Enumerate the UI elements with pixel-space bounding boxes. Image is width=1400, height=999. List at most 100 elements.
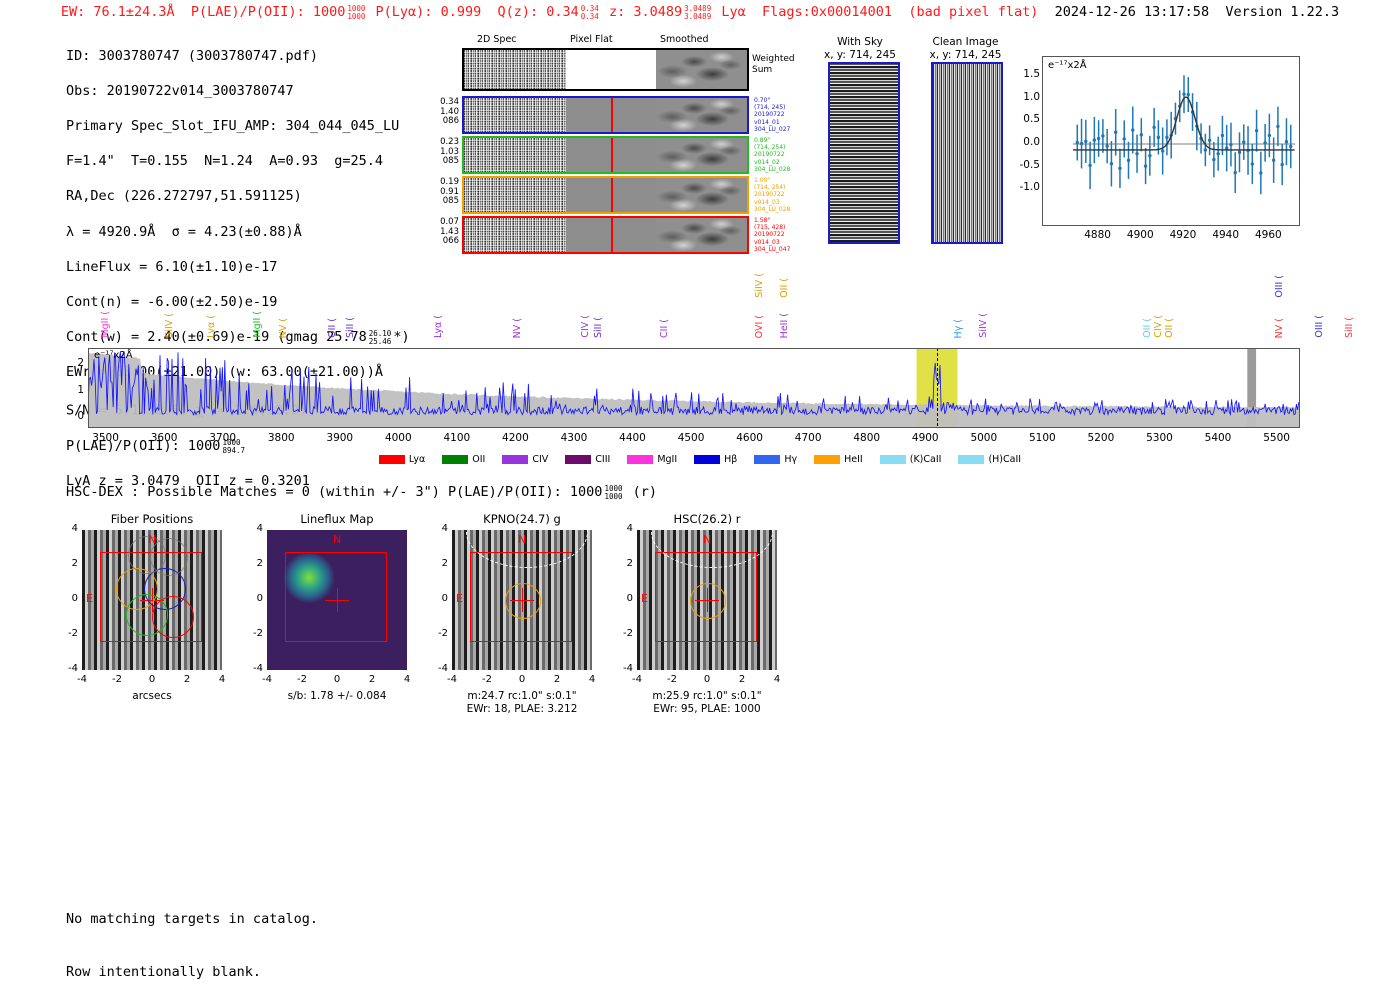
thumb-title-with-sky: With Sky x, y: 714, 245 (824, 36, 896, 61)
spec2d-fiber-left-stats: 0.19 0.91 085 (440, 177, 459, 206)
emission-line-label: HeII ( (778, 312, 790, 338)
cutout-xtick: 4 (588, 674, 596, 685)
emission-line-label: SiIV ( (977, 313, 989, 338)
aperture-circle (690, 583, 726, 619)
emission-line-label: OII ( (326, 318, 338, 338)
cutout-ytick: -4 (623, 663, 633, 674)
legend-label: Hγ (784, 454, 798, 465)
cutout-ytick: 2 (626, 558, 633, 569)
cutout-ytick: -2 (623, 628, 633, 639)
legend-label: (K)CaII (909, 454, 942, 465)
cutout-caption: m:25.9 rc:1.0" s:0.1" EWr: 95, PLAE: 1000 (652, 690, 762, 715)
header-version: Version 1.22.3 (1225, 4, 1340, 20)
cutout-xtick: -4 (262, 674, 272, 685)
cutout-xtick: 0 (333, 674, 341, 685)
lineplot-ytick: -1.0 (1019, 181, 1041, 194)
cutout-ytick: -2 (438, 628, 448, 639)
lineplot-ytick: 1.0 (1023, 90, 1040, 103)
info-plae: P(LAE)/P(OII): 1000 1000 894.7 (66, 438, 246, 456)
legend-swatch (694, 455, 721, 464)
header-datetime: 2024-12-26 13:17:58 (1054, 4, 1210, 20)
spec2d-row-weighted-sum (462, 48, 749, 91)
footer-line-1: No matching targets in catalog. (66, 911, 318, 928)
cutout-ytick: -4 (68, 663, 78, 674)
fullspec-xtick: 4000 (384, 432, 412, 444)
legend-swatch (814, 455, 841, 464)
footer-line-2: Row intentionally blank. (66, 963, 262, 980)
emission-line-label: MgII ( (251, 311, 263, 338)
info-primary-spec-slot: Primary Spec_Slot_IFU_AMP: 304_044_045_L… (66, 117, 400, 134)
emission-line-label: CIV ( (579, 315, 591, 338)
fullspec-xtick: 5400 (1204, 432, 1232, 444)
emission-line-label: OIII ( (1273, 275, 1285, 298)
legend-label: CIV (532, 454, 549, 465)
with-sky-image (828, 62, 900, 244)
cutout-xtick: -2 (112, 674, 122, 685)
two-d-spectra-panel: 2D Spec Pixel Flat Smoothed Weighted Sum… (425, 34, 795, 254)
spec2d-fiber-left-stats: 0.34 1.40 086 (440, 97, 459, 126)
legend-label: CIII (595, 454, 611, 465)
header-ew: EW: 76.1±24.3Å (60, 4, 175, 20)
fullspec-xtick: 5500 (1263, 432, 1290, 444)
cutout-xtick: 4 (218, 674, 226, 685)
fullspec-xtick: 4300 (560, 432, 588, 444)
legend-label: HeII (844, 454, 863, 465)
lineplot-units: e⁻¹⁷x2Å (1048, 60, 1087, 71)
header-line-id: Lyα (721, 4, 746, 20)
emission-line-fit-plot: e⁻¹⁷x2Å (1042, 56, 1300, 226)
emission-line-legend: Lyα OII CIV CIII MgII Hβ Hγ HeII (K)CaII (H)CaII (0, 454, 1400, 465)
header-z-label: z: 3.0489 (608, 4, 683, 20)
cutout-ytick: 2 (71, 558, 78, 569)
cutout-title: Fiber Positions (110, 512, 194, 526)
cutout-xtick: 2 (183, 674, 191, 685)
info-lineflux: LineFlux = 6.10(±1.10)e-17 (66, 258, 278, 275)
fullspec-xtick: 4900 (911, 432, 939, 444)
legend-item: HeII (814, 454, 863, 465)
spec2d-fiber-meta: 0.70" (714, 245) 20190722 v014_01 304_LU_027 (754, 97, 791, 133)
cutout-xtick: -4 (77, 674, 87, 685)
emission-line-label: SiIV ( (163, 313, 175, 338)
emission-line-label: NV ( (278, 317, 290, 338)
compass-east: E (641, 592, 648, 605)
legend-swatch (627, 455, 654, 464)
cutout-caption: s/b: 1.78 +/- 0.084 (287, 690, 387, 702)
lineplot-ytick: -0.5 (1019, 158, 1041, 171)
cutout-ytick: 2 (256, 558, 263, 569)
fullspec-xtick: 5000 (970, 432, 998, 444)
lineplot-ytick: 1.5 (1023, 68, 1040, 81)
cutout-ytick: -2 (253, 628, 263, 639)
fullspec-units: e⁻¹⁷x2Å (94, 350, 133, 361)
emission-line-label: SiII ( (345, 317, 357, 338)
header-flag-note: (bad pixel flat) (908, 4, 1039, 20)
cutout-title: Lineflux Map (300, 512, 374, 526)
emission-line-label: Lyα ( (433, 314, 445, 338)
aperture-circle (505, 583, 541, 619)
cutout-xtick: 2 (553, 674, 561, 685)
spec2d-title-pixelflat: Pixel Flat (570, 34, 613, 45)
plae-fraction: 1000 894.7 (222, 438, 246, 456)
cutout-xtick: 2 (368, 674, 376, 685)
cutout-xtick: -2 (667, 674, 677, 685)
info-cont-w: Cont(w) = 2.40(±0.69)e-19 (gmag 25.78 26.… (66, 329, 410, 347)
spec2d-fiber-left-stats: 0.23 1.03 085 (440, 137, 459, 166)
header-flags: Flags:0x00014001 (762, 4, 893, 20)
spec2d-fiber-row (462, 136, 749, 174)
info-redshifts: LyA z = 3.0479 OII z = 0.3201 (66, 473, 310, 490)
spec2d-fiber-left-stats: 0.07 1.43 066 (440, 217, 459, 246)
cutout-xtick: -4 (447, 674, 457, 685)
fullspec-ytick: 1 (77, 383, 84, 396)
lineplot-xtick: 4900 (1126, 229, 1154, 241)
spec2d-fiber-meta: 1.58" (715, 428) 20190722 v014_03 304_LU_047 (754, 217, 791, 253)
cutout-red-box (285, 552, 387, 642)
fullspec-xtick: 5300 (1146, 432, 1173, 444)
spec2d-fiber-meta: 1.00" (714, 254) 20190722 v014_03 304_LU_028 (754, 177, 791, 213)
fullspec-xtick: 5100 (1029, 432, 1056, 444)
cutout-ytick: 4 (441, 523, 448, 534)
fullspec-xtick: 3800 (267, 432, 295, 444)
cutout-ytick: 4 (626, 523, 633, 534)
emission-line-label: CII ( (658, 319, 670, 338)
header-summary-bar: EW: 76.1±24.3Å P(LAE)/P(OII): 1000 1000 … (0, 4, 1400, 21)
spec2d-fiber-row (462, 216, 749, 254)
emission-line-label: OII ( (1164, 318, 1176, 338)
info-lambda-sigma: λ = 4920.9Å σ = 4.23(±0.88)Å (66, 223, 302, 240)
